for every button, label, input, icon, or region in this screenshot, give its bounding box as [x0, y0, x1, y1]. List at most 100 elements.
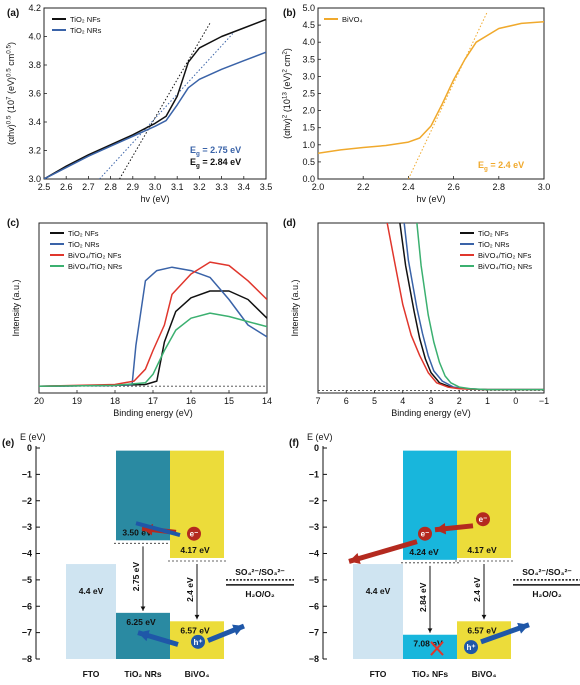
- fit-line: [119, 21, 211, 179]
- panel-f: (f) E (eV)0 −1 −2 −3 −4 −5 −6 −7 −8 4.4 eV FTO TiO₂ …: [289, 432, 580, 679]
- text-part: ): [282, 48, 292, 51]
- text-part: cm: [6, 54, 16, 69]
- script-part: 0.5: [6, 115, 13, 124]
- x-tick-label: 2.0: [312, 182, 325, 192]
- x-tick-label: 3.4: [238, 182, 251, 192]
- legend-entry: BiVO₄/TiO₂ NFs: [68, 251, 121, 260]
- gap-annotation: Eg = 2.75 eV: [190, 145, 241, 158]
- series-line-0: [399, 223, 544, 391]
- y-tick-label: −8: [22, 654, 32, 664]
- script-part: g: [196, 151, 200, 158]
- y-axis-label: (αhv)0.5 (107 (eV)0.5 cm0.5): [6, 42, 17, 145]
- hole: [191, 634, 205, 649]
- y-axis-label: Intensity (a.u.): [11, 279, 21, 336]
- legend-entry: TiO₂ NFs: [70, 15, 101, 24]
- hole-out-arrow-head: [232, 624, 244, 636]
- text-part: = 2.4 eV: [488, 160, 524, 170]
- x-tick-label: 2.4: [402, 182, 415, 192]
- legend-entry: BiVO₄/TiO₂ NFs: [478, 251, 531, 260]
- electron-2: [418, 526, 432, 541]
- panel-b: (b) 2.0 2.2 2.4 2.6 2.8 3.0 0.0 0.5 1.0 1.5 2.0 2.5 3…: [282, 3, 551, 204]
- y-tick-label: 4.5: [302, 20, 315, 30]
- valence-band: [403, 634, 457, 659]
- legend: TiO₂ NFs TiO₂ NRs BiVO₄/TiO₂ NFs BiVO₄/TiO₂…: [460, 229, 532, 271]
- y-tick-label: −1: [22, 469, 32, 479]
- fit-line: [99, 33, 234, 179]
- x-tick-label: 5: [372, 396, 377, 406]
- text-part: E: [478, 160, 484, 170]
- conduction-band: [170, 450, 224, 558]
- semiconductor-label: TiO₂ NFs: [412, 669, 448, 679]
- script-part: 2: [282, 114, 289, 118]
- gap-label: 2.84 eV: [418, 582, 428, 612]
- hole-label: h⁺: [466, 643, 475, 652]
- y-tick-label: 3.4: [28, 117, 41, 127]
- text-part: (10: [282, 99, 292, 115]
- y-axis-label: E (eV): [20, 432, 46, 442]
- y-tick-label: 0: [27, 443, 32, 453]
- script-part: 0.5: [6, 44, 13, 53]
- gap-annotation: Eg = 2.4 eV: [478, 160, 524, 173]
- x-tick-label: −1: [539, 396, 549, 406]
- x-tick-label: 3.1: [171, 182, 184, 192]
- gap-arrow-head: [481, 614, 487, 620]
- hole: [464, 640, 478, 655]
- gap-arrow-head: [194, 614, 200, 620]
- electron-to-fto-arrow-head: [349, 552, 361, 564]
- x-tick-label: 1: [485, 396, 490, 406]
- text-part: (αhv): [6, 124, 16, 145]
- fto-block: [353, 564, 403, 659]
- y-tick-label: −3: [309, 522, 319, 532]
- legend-entry: TiO₂ NRs: [478, 240, 510, 249]
- x-axis-label: hv (eV): [416, 194, 445, 204]
- plot-frame: [317, 222, 545, 394]
- hole-label: h⁺: [193, 638, 202, 647]
- panel-label: (f): [289, 438, 299, 449]
- redox-lower-label: H₂O/O₂: [245, 589, 275, 599]
- y-tick-label: −7: [22, 628, 32, 638]
- hole-out-arrow-head: [517, 622, 529, 634]
- script-part: g: [196, 163, 200, 170]
- legend: TiO₂ NFs TiO₂ NRs BiVO₄/TiO₂ NFs BiVO₄/TiO₂…: [50, 229, 122, 271]
- text-part: (eV): [282, 73, 292, 93]
- text-part: cm: [282, 55, 292, 70]
- fto-level-label: 4.4 eV: [79, 586, 104, 596]
- gap-label: 2.4 eV: [472, 577, 482, 602]
- series-line-2: [39, 261, 267, 387]
- fit-line: [407, 11, 488, 179]
- legend-entry: BiVO₄/TiO₂ NRs: [478, 262, 532, 271]
- y-tick-label: −6: [22, 601, 32, 611]
- semiconductor-label: BiVO₄: [472, 669, 497, 679]
- panel-c: (c) 20 19 18 17 16 15 14 Binding energy (eV) Inte…: [7, 218, 272, 418]
- y-tick-label: 0.5: [302, 157, 315, 167]
- x-tick-label: 3.0: [538, 182, 551, 192]
- y-tick-label: 1.0: [302, 140, 315, 150]
- x-axis-label: Binding energy (eV): [391, 408, 471, 418]
- script-part: 2: [282, 51, 289, 55]
- y-tick-label: −3: [22, 522, 32, 532]
- legend: BiVO₄: [324, 15, 363, 24]
- x-tick-label: 3.0: [149, 182, 162, 192]
- x-tick-label: 3.5: [260, 182, 273, 192]
- y-tick-label: −1: [309, 469, 319, 479]
- x-tick-label: 14: [262, 396, 272, 406]
- cb-level-label: 4.17 eV: [180, 545, 210, 555]
- gap-arrow-head: [140, 606, 146, 611]
- y-tick-label: 1.5: [302, 123, 315, 133]
- text-part: (10: [6, 100, 16, 116]
- cb-level-label: 3.50 eV: [122, 527, 152, 537]
- gap-label: 2.4 eV: [185, 577, 195, 602]
- x-tick-label: 19: [72, 396, 82, 406]
- text-part: E: [190, 145, 196, 155]
- redox-upper-label: SO₄²⁻/SO₃²⁻: [522, 567, 572, 577]
- y-tick-label: 0: [314, 443, 319, 453]
- fto-label: FTO: [83, 669, 100, 679]
- electron: [476, 512, 490, 527]
- x-axis-label: Binding energy (eV): [113, 408, 193, 418]
- y-tick-label: 2.0: [302, 106, 315, 116]
- x-tick-label: 2: [457, 396, 462, 406]
- semiconductor-label: BiVO₄: [185, 669, 210, 679]
- x-tick-label: 2.9: [127, 182, 140, 192]
- x-axis-label: hv (eV): [140, 194, 169, 204]
- cross-arrow: [135, 521, 181, 537]
